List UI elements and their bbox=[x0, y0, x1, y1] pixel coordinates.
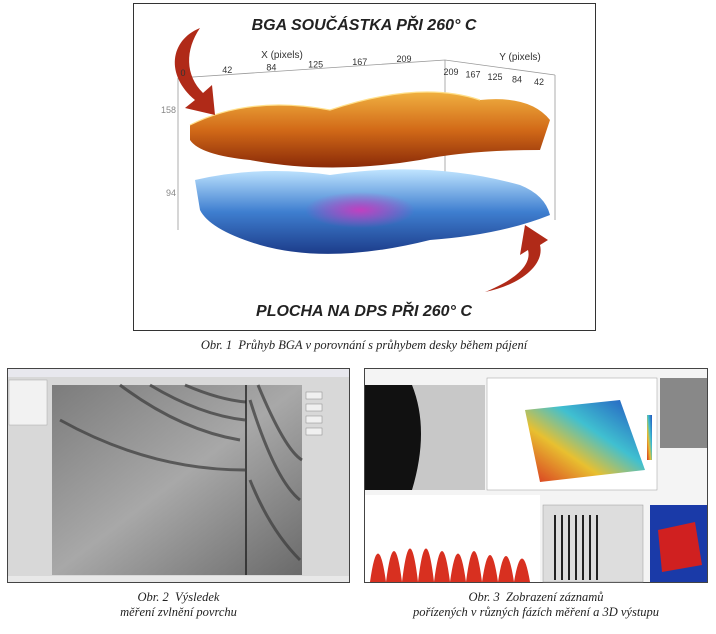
x-tick-label: 84 bbox=[266, 62, 276, 72]
stripes-window bbox=[542, 504, 644, 583]
bga-surface bbox=[190, 92, 550, 168]
figure2-caption: Obr. 2 Výsledek měření zvlnění povrchu bbox=[7, 590, 350, 620]
fringes bbox=[59, 383, 303, 562]
x-tick-label: 167 bbox=[352, 57, 367, 67]
figure3-caption: Obr. 3 Zobrazení záznamů pořízených v růz… bbox=[364, 590, 708, 620]
caption-text: Zobrazení záznamů bbox=[505, 590, 604, 604]
figure1-bottom-label: PLOCHA NA DPS PŘI 260° C bbox=[256, 301, 472, 320]
x-tick-label: 0 bbox=[180, 68, 185, 78]
pcb-hotspot bbox=[305, 192, 415, 228]
surface-highlight bbox=[189, 91, 481, 126]
y-tick-label: 125 bbox=[487, 72, 502, 82]
button-column bbox=[305, 391, 323, 436]
heatmap-surface bbox=[525, 400, 645, 482]
caption-text: Průhyb BGA v porovnání s průhybem desky … bbox=[238, 338, 528, 352]
side-panel bbox=[8, 379, 48, 426]
z-tick-label: 94 bbox=[166, 188, 176, 198]
caption-number: Obr. 2 bbox=[137, 590, 169, 604]
z-tick-label: 158 bbox=[161, 105, 176, 115]
axes-box bbox=[177, 59, 556, 230]
status-bar bbox=[8, 576, 349, 582]
caption-text: Výsledek bbox=[175, 590, 220, 604]
3d-block bbox=[658, 522, 702, 572]
caption-text: pořízených v různých fázích měření a 3D … bbox=[412, 605, 660, 619]
x-tick-label: 209 bbox=[396, 54, 411, 64]
x-tick-label: 42 bbox=[222, 65, 232, 75]
thumbnail bbox=[660, 378, 707, 448]
figure1-title: BGA SOUČÁSTKA PŘI 260° C bbox=[252, 15, 477, 34]
x-tick-label: 125 bbox=[308, 60, 323, 70]
caption-number: Obr. 1 bbox=[200, 338, 233, 352]
peaks bbox=[370, 548, 530, 582]
heatmap-colorbar bbox=[647, 415, 652, 460]
arrow-up bbox=[485, 225, 548, 292]
y-tick-label: 84 bbox=[512, 74, 522, 84]
y-axis-label: Y (pixels) bbox=[499, 52, 541, 63]
y-tick-label: 42 bbox=[534, 77, 544, 87]
arrow-down bbox=[174, 28, 215, 115]
caption-text: měření zvlnění povrchu bbox=[120, 605, 237, 619]
tick-labels: 0 42 84 125 167 209 209 167 125 84 42 158 94 bbox=[161, 54, 544, 198]
y-tick-label: 167 bbox=[465, 70, 480, 80]
x-axis-label: X (pixels) bbox=[261, 50, 303, 61]
figure1-caption: Obr. 1 Průhyb BGA v porovnání s průhybem… bbox=[133, 338, 595, 353]
window-titlebar bbox=[8, 369, 349, 377]
stripes bbox=[554, 515, 598, 580]
y-tick-label: 209 bbox=[443, 67, 458, 77]
fringe-image bbox=[52, 385, 302, 575]
caption-number: Obr. 3 bbox=[468, 590, 500, 604]
phase-gradient bbox=[412, 385, 485, 490]
